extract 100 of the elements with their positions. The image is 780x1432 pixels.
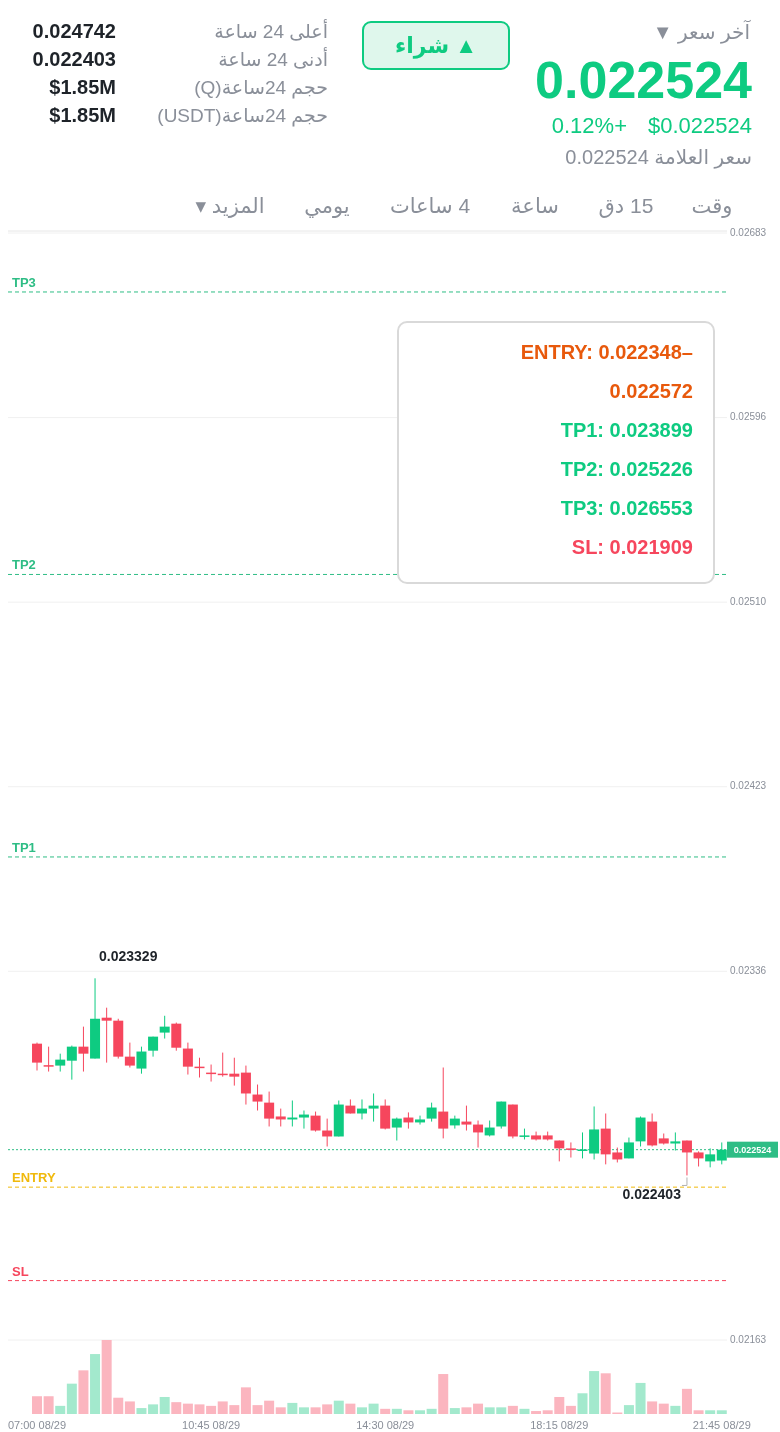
bar [507, 1405, 518, 1414]
candlestick [461, 1105, 472, 1132]
annotation: TP1: 0.023899 [559, 418, 693, 443]
text: $0.022524 [648, 112, 752, 140]
candlestick [240, 1065, 251, 1106]
candlestick [380, 1098, 391, 1130]
candlestick [159, 1015, 170, 1040]
bar [148, 1404, 159, 1414]
candlestick [43, 1046, 54, 1073]
bar [658, 1403, 669, 1414]
text: أعلى 24 ساعة [214, 20, 328, 44]
candlestick [298, 1110, 309, 1130]
y-tick-label: 0.02423 [730, 780, 767, 792]
bar [449, 1408, 460, 1414]
candlestick [635, 1115, 646, 1147]
text: حجم 24ساعة(Q) [194, 76, 328, 100]
candlestick [66, 1045, 77, 1081]
bar [681, 1388, 692, 1414]
candlestick [647, 1112, 658, 1147]
bar [705, 1410, 716, 1414]
bar [391, 1408, 402, 1414]
annotation: TP3: 0.026553 [559, 496, 693, 521]
candlestick [136, 1046, 147, 1075]
bar [345, 1403, 356, 1414]
bar [171, 1402, 182, 1414]
bar [124, 1401, 135, 1414]
text: +0.12% [551, 112, 627, 140]
x-tick-label: 10:45 08/29 [182, 1419, 241, 1431]
candlestick [368, 1092, 379, 1123]
text: 0.024742 [32, 19, 116, 43]
y-tick-label: 0.02683 [730, 226, 767, 238]
annotation: 0.023329 [99, 948, 158, 965]
bar [78, 1370, 89, 1414]
bar [531, 1411, 542, 1414]
bar [635, 1382, 646, 1414]
candlestick [391, 1117, 402, 1142]
text: 0.022403 [32, 47, 116, 71]
annotation: TP2: 0.025226 [559, 457, 693, 482]
bar [287, 1402, 298, 1414]
bar [565, 1405, 576, 1414]
text: وقت [691, 194, 733, 218]
text: المزيد ▾ [195, 194, 265, 218]
candlestick [716, 1141, 727, 1165]
bar [298, 1407, 309, 1414]
bar [32, 1396, 43, 1414]
text: 0.022524 [535, 49, 752, 111]
bar [182, 1403, 193, 1414]
bar [66, 1383, 77, 1414]
candlestick [705, 1147, 716, 1168]
text: $1.85M [49, 103, 116, 127]
bar [90, 1354, 101, 1414]
ref-line-label: 0.022524 [733, 1144, 772, 1155]
bar [240, 1387, 251, 1414]
text: سعر العلامة 0.022524 [565, 145, 752, 169]
text: أدنى 24 ساعة [218, 48, 328, 72]
bar [519, 1408, 530, 1414]
bar [623, 1405, 634, 1414]
bar [159, 1396, 170, 1414]
y-tick-label: 0.02336 [730, 964, 767, 976]
text: آخر سعر ▼ [652, 20, 750, 44]
text: 4 ساعات [388, 193, 472, 219]
candlestick [438, 1067, 449, 1139]
annotation: SL: 0.021909 [570, 535, 693, 560]
text: ساعة [511, 194, 559, 218]
annotation: ENTRY: 0.022348–0.022572 [519, 340, 693, 404]
bar [368, 1403, 379, 1414]
bar [136, 1408, 147, 1414]
y-tick-label: 0.02596 [730, 411, 767, 423]
bar [438, 1374, 449, 1414]
candlestick [101, 1007, 112, 1064]
ref-line-label: TP1 [12, 839, 36, 855]
bar [647, 1401, 658, 1414]
candlestick [426, 1102, 437, 1123]
bar [380, 1408, 391, 1414]
candlestick [310, 1111, 321, 1133]
text: 15 دق [598, 194, 654, 218]
ref-line-label: SL [12, 1263, 29, 1279]
candlestick [182, 1042, 193, 1076]
bar [275, 1407, 286, 1414]
bar [55, 1405, 66, 1414]
bar [403, 1410, 414, 1414]
text: حجم 24ساعة(USDT) [157, 104, 328, 128]
bar [473, 1403, 484, 1414]
bar [716, 1410, 727, 1414]
candlestick [264, 1091, 275, 1127]
bar [333, 1400, 344, 1414]
ref-line-label: TP2 [12, 557, 36, 573]
bar [426, 1408, 437, 1414]
bar [356, 1407, 367, 1414]
candlestick [681, 1140, 692, 1176]
text: ▲ شراء [362, 21, 510, 70]
y-tick-label: 0.02510 [730, 595, 767, 607]
x-tick-label: 21:45 08/29 [692, 1419, 751, 1431]
candlestick [32, 1042, 43, 1071]
candlestick [565, 1141, 576, 1159]
candlestick [78, 1026, 89, 1073]
bar [693, 1410, 704, 1414]
candlestick [670, 1131, 681, 1152]
bar [670, 1405, 681, 1414]
ref-line-label: ENTRY [12, 1170, 56, 1186]
